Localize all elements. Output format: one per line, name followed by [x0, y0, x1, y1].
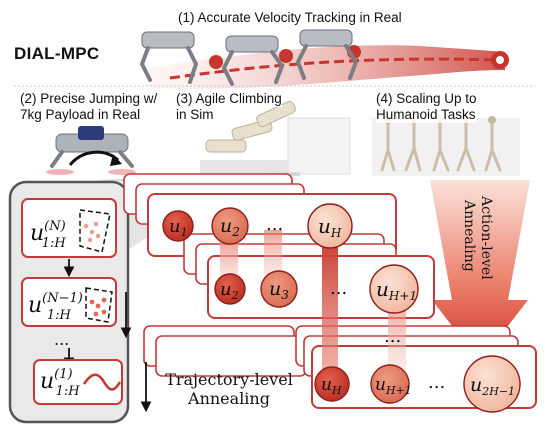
- task-1-caption: (1) Accurate Velocity Tracking in Real: [178, 10, 402, 26]
- svg-text:u2H−1: u2H−1: [470, 374, 515, 398]
- humanoid-illustration: [372, 114, 520, 176]
- trajectory-label-1: u(1) 1:H: [40, 367, 80, 399]
- jumping-illustration: [46, 126, 136, 175]
- task-3-caption-line2: in Sim: [176, 107, 214, 123]
- trajectory-ellipsis: ...: [54, 330, 69, 349]
- svg-text:uH+1: uH+1: [376, 277, 417, 303]
- svg-text:Annealing: Annealing: [461, 199, 477, 272]
- task-4-caption-line2: Humanoid Tasks: [376, 107, 476, 123]
- task-3-caption-line1: (3) Agile Climbing: [176, 91, 282, 107]
- trajectory-label-n: u(N) 1:H: [30, 219, 66, 251]
- task-4-caption-line1: (4) Scaling Up to: [376, 91, 477, 107]
- row3-ellipsis: ...: [428, 372, 445, 393]
- row1-ellipsis: ...: [266, 214, 283, 235]
- circle-uH: uH: [307, 203, 353, 249]
- trajectory-label-n-1: u(N−1) 1:H: [28, 291, 83, 323]
- brand-title: DIAL-MPC: [14, 44, 100, 63]
- circle-u2H-1: u2H−1: [463, 355, 521, 413]
- circle-u2: u2: [211, 207, 249, 245]
- velocity-tracking-illustration: [139, 29, 509, 89]
- task-2-caption-line1: (2) Precise Jumping w/: [20, 91, 158, 107]
- rows-ellipsis: ...: [384, 326, 401, 347]
- climbing-illustration: [200, 100, 351, 176]
- trajectory-box-n-1: [21, 277, 117, 327]
- circle-u1: u1: [162, 210, 194, 242]
- circle-u2-row2: u2: [214, 273, 246, 305]
- svg-text:u2: u2: [220, 215, 240, 239]
- svg-text:Action-level: Action-level: [478, 195, 494, 280]
- svg-text:uH+1: uH+1: [375, 375, 412, 397]
- row2-ellipsis: ...: [330, 278, 347, 299]
- task-2-caption-line2: 7kg Payload in Real: [20, 107, 141, 123]
- circle-uH-row3: uH: [314, 366, 350, 402]
- svg-text:Annealing: Annealing: [187, 389, 270, 408]
- svg-text:Trajectory-level: Trajectory-level: [165, 370, 293, 389]
- svg-text:uH: uH: [318, 214, 342, 240]
- trajectory-box-n: [21, 198, 117, 258]
- svg-text:u2: u2: [220, 279, 239, 302]
- trajectory-box-1: [33, 359, 123, 405]
- svg-text:u1: u1: [169, 216, 188, 239]
- circle-u3: u3: [260, 270, 298, 308]
- svg-text:uH: uH: [321, 375, 342, 397]
- trajectory-level-label: Trajectory-level Annealing: [165, 370, 293, 408]
- action-level-arrow: [430, 180, 530, 362]
- circle-uH1: uH+1: [369, 264, 419, 314]
- circle-uH1-row3: uH+1: [370, 364, 412, 404]
- action-level-label: Action-level Annealing: [461, 195, 494, 280]
- svg-text:u3: u3: [269, 278, 289, 302]
